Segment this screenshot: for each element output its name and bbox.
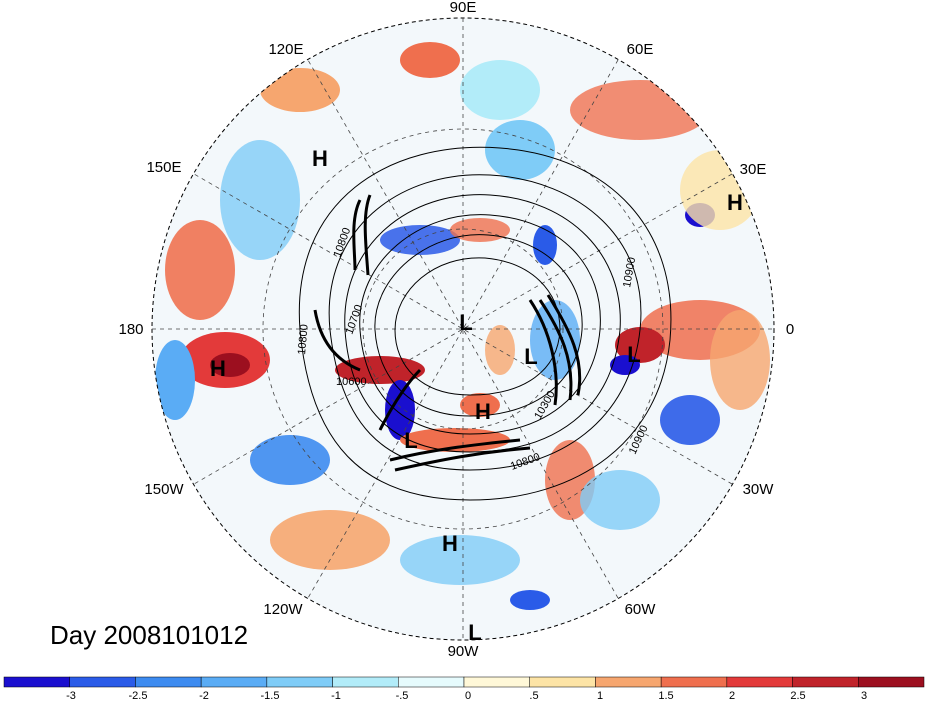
anomaly-field [152,18,774,640]
colorbar-box [529,676,596,688]
colorbar-box [398,676,465,688]
longitude-label: 30W [743,481,775,498]
colorbar-box [332,676,399,688]
high-marker: H [442,531,458,556]
colorbar-tick-label: -2.5 [129,690,148,702]
pressure-centers: H H H H H L L L L L L [210,146,743,645]
colorbar-box [135,676,202,688]
colorbar-box [595,676,662,688]
contour-label: 10900 [621,256,638,288]
longitude-label: 0 [786,321,794,338]
low-marker: L [468,620,481,645]
colorbar-box [858,676,925,688]
colorbar-tick-label: 2.5 [790,690,805,702]
low-marker: L [524,344,537,369]
longitude-label: 180 [118,321,143,338]
colorbar-box [69,676,136,688]
colorbar-tick-label: -1.5 [261,690,280,702]
high-marker: H [475,399,491,424]
colorbar-tick-label: 1 [597,690,603,702]
colorbar-ticks: -3 -2.5 -2 -1.5 -1 -.5 0 .5 1 1.5 2 2.5 … [66,690,867,702]
colorbar-tick-label: 3 [861,690,867,702]
colorbar-tick-label: .5 [529,690,538,702]
longitude-label: 60E [627,41,654,58]
longitude-label: 120W [263,601,303,618]
colorbar-box [200,676,268,688]
longitude-label: 120E [268,41,303,58]
colorbar-boxes [3,676,925,688]
graticule [152,18,774,640]
low-marker: L [459,310,472,335]
colorbar-tick-label: -2 [199,690,209,702]
contour-label: 10800 [296,324,311,356]
longitude-label: 150W [144,481,184,498]
colorbar: -3 -2.5 -2 -1.5 -1 -.5 0 .5 1 1.5 2 2.5 … [3,676,925,702]
colorbar-box [726,676,793,688]
colorbar-tick-label: -.5 [396,690,409,702]
colorbar-box [266,676,333,688]
longitude-label: 30E [740,161,767,178]
low-marker: L [404,428,417,453]
colorbar-tick-label: -3 [66,690,76,702]
colorbar-box [792,676,859,688]
high-marker: H [312,146,328,171]
colorbar-tick-label: 1.5 [658,690,673,702]
day-title: Day 2008101012 [50,620,249,650]
colorbar-tick-label: 0 [465,690,471,702]
contour-label: 10600 [336,376,367,388]
low-marker: L [627,342,640,367]
colorbar-box [660,676,728,688]
jet-streaks [313,194,582,472]
high-marker: H [210,356,226,381]
longitude-labels: 90E 60E 30E 0 30W 60W 90W 120W 150W 180 … [118,0,794,660]
height-contours [298,146,672,501]
colorbar-tick-label: -1 [331,690,341,702]
longitude-label: 90E [450,0,477,16]
colorbar-tick-label: 2 [729,690,735,702]
longitude-label: 150E [146,159,181,176]
longitude-label: 90W [448,643,480,660]
high-marker: H [727,190,743,215]
longitude-label: 60W [625,601,657,618]
colorbar-box [463,676,530,688]
colorbar-box [3,676,70,688]
